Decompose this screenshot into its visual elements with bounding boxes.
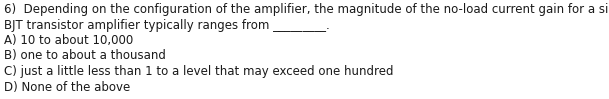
Text: A) 10 to about 10,000: A) 10 to about 10,000 xyxy=(4,34,133,47)
Text: B) one to about a thousand: B) one to about a thousand xyxy=(4,50,166,62)
Text: 6)  Depending on the configuration of the amplifier, the magnitude of the no-loa: 6) Depending on the configuration of the… xyxy=(4,3,609,16)
Text: C) just a little less than 1 to a level that may exceed one hundred: C) just a little less than 1 to a level … xyxy=(4,65,393,78)
Text: D) None of the above: D) None of the above xyxy=(4,80,130,93)
Text: BJT transistor amplifier typically ranges from _________.: BJT transistor amplifier typically range… xyxy=(4,19,329,31)
